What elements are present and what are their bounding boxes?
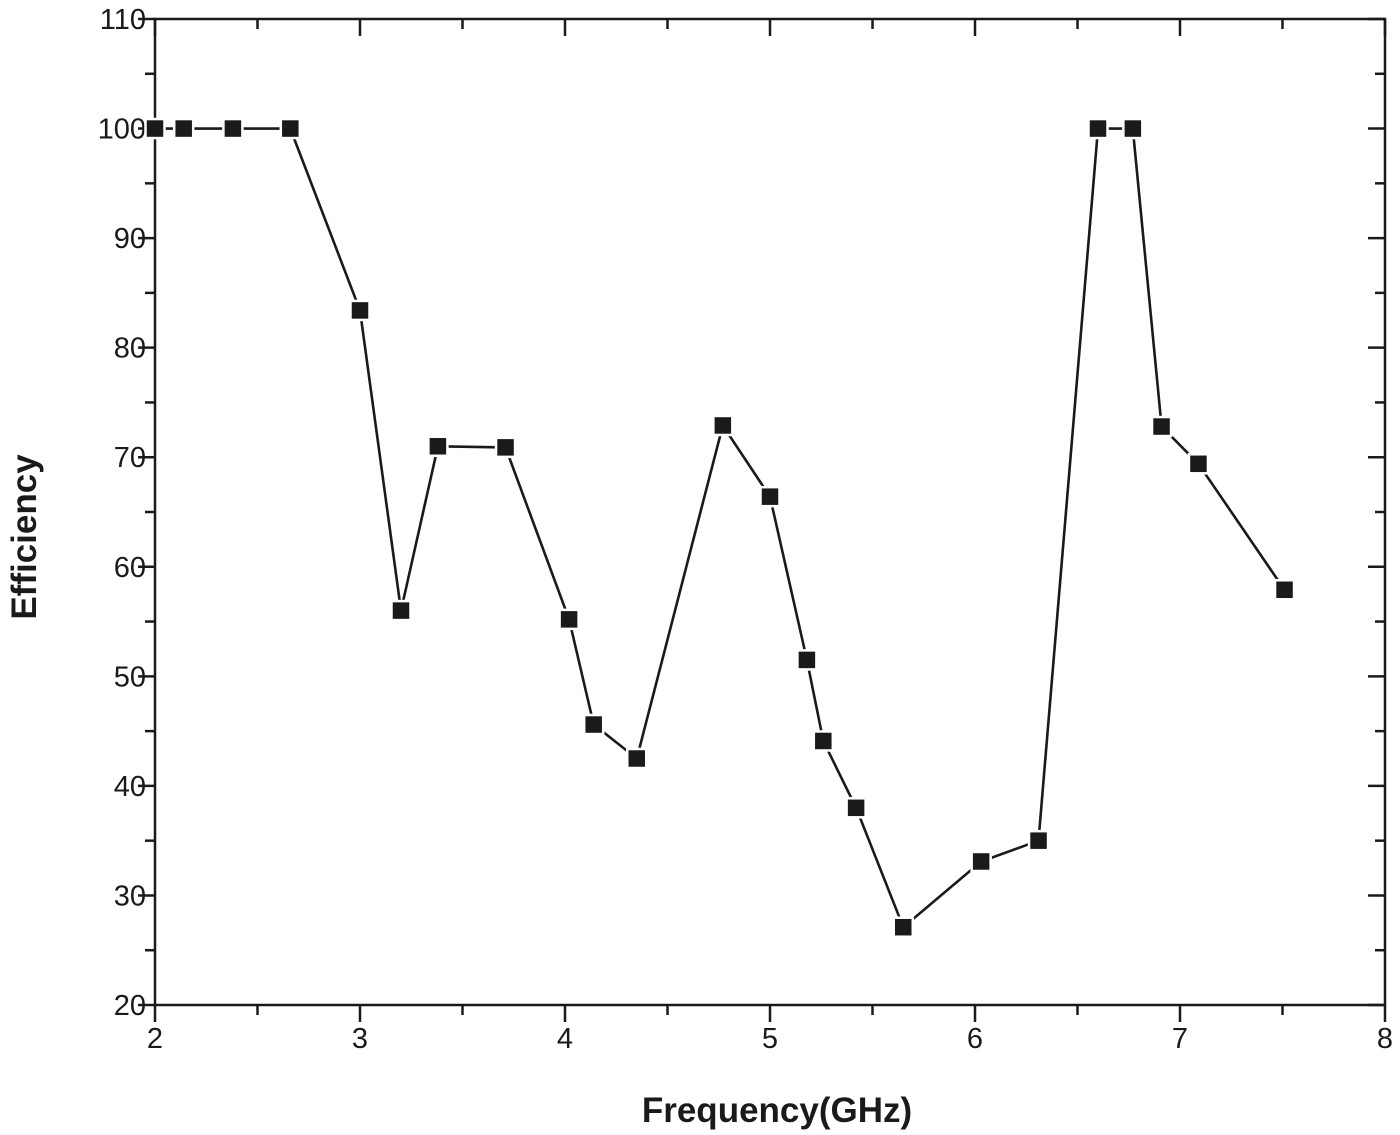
y-tick-label: 100 xyxy=(98,114,146,146)
x-tick-label: 3 xyxy=(352,1023,368,1055)
x-tick-label: 7 xyxy=(1172,1023,1188,1055)
data-point-square xyxy=(222,117,244,140)
data-point-square xyxy=(759,485,781,508)
y-tick-label: 80 xyxy=(114,333,146,365)
data-point-square xyxy=(558,608,580,631)
data-point-square xyxy=(626,747,648,770)
data-point-square xyxy=(812,730,835,752)
data-point-square xyxy=(279,117,302,140)
data-markers xyxy=(144,117,1296,938)
y-tick-label: 20 xyxy=(114,990,146,1022)
data-point-square xyxy=(390,599,412,622)
y-tick-labels: 20 30 40 50 60 70 80 90 100 110 xyxy=(98,4,146,1022)
data-point-square xyxy=(349,299,371,322)
x-tick-label: 6 xyxy=(967,1023,983,1055)
data-point-square xyxy=(1027,829,1050,852)
y-tick-label: 90 xyxy=(114,223,146,255)
data-point-square xyxy=(582,713,605,736)
x-axis-title: Frequency(GHz) xyxy=(642,1091,912,1130)
data-point-square xyxy=(1122,117,1144,140)
data-point-square xyxy=(144,117,166,140)
y-tick-label: 30 xyxy=(114,880,146,912)
axis-ticks xyxy=(138,17,1387,1022)
x-tick-label: 5 xyxy=(762,1023,778,1055)
data-point-square xyxy=(427,435,449,458)
data-point-square xyxy=(796,649,818,671)
y-tick-label: 60 xyxy=(114,552,146,584)
data-point-square xyxy=(970,850,992,873)
series-line xyxy=(155,127,1286,930)
y-axis-title: Efficiency xyxy=(5,454,44,620)
data-point-square xyxy=(1273,579,1296,601)
x-tick-labels: 2 3 4 5 6 7 8 xyxy=(147,1023,1393,1055)
y-tick-label: 110 xyxy=(100,4,146,36)
y-tick-label: 70 xyxy=(114,442,146,474)
x-tick-label: 4 xyxy=(557,1023,573,1055)
data-point-square xyxy=(892,916,914,938)
data-point-square xyxy=(845,797,867,819)
data-line xyxy=(155,127,1286,930)
x-tick-label: 8 xyxy=(1377,1023,1393,1055)
data-point-square xyxy=(1087,117,1109,140)
data-point-square xyxy=(494,436,517,459)
plot-frame xyxy=(153,17,1387,1007)
x-tick-label: 2 xyxy=(147,1023,163,1055)
data-point-square xyxy=(712,414,734,437)
y-tick-label: 40 xyxy=(114,771,146,803)
data-point-square xyxy=(1187,453,1210,475)
data-point-square xyxy=(172,117,195,140)
y-tick-label: 50 xyxy=(114,661,146,693)
plot-border xyxy=(153,17,1387,1007)
data-point-square xyxy=(1150,415,1173,438)
